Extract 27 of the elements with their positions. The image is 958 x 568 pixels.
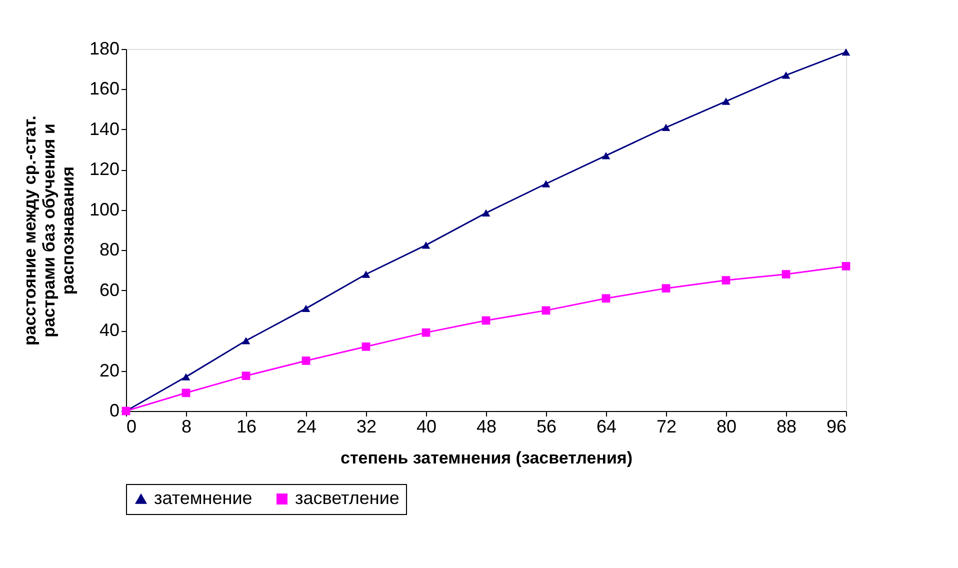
y-tick-label: 100 bbox=[89, 199, 120, 220]
x-tick-label: 32 bbox=[356, 416, 377, 436]
x-axis-title: степень затемнения (засветления) bbox=[340, 448, 632, 468]
y-tick-label: 60 bbox=[99, 280, 120, 300]
y-tick-label: 20 bbox=[99, 360, 120, 380]
x-tick-label: 96 bbox=[826, 416, 846, 436]
legend-label: затемнение bbox=[154, 488, 252, 508]
y-tick-label: 80 bbox=[99, 240, 120, 260]
x-tick-label: 0 bbox=[126, 416, 137, 436]
x-tick-label: 56 bbox=[536, 416, 557, 436]
x-tick-label: 80 bbox=[716, 416, 737, 436]
x-tick-label: 16 bbox=[236, 416, 257, 436]
y-tick-label: 160 bbox=[89, 78, 120, 99]
y-tick-label: 180 bbox=[89, 38, 120, 58]
y-tick-label: 140 bbox=[89, 118, 120, 139]
y-tick-label: 40 bbox=[99, 320, 120, 340]
x-tick-label: 48 bbox=[476, 416, 497, 436]
x-tick-label: 24 bbox=[296, 416, 317, 436]
y-axis-title: расстояние между ср.-стат. растрами баз обучения и распознавания bbox=[20, 116, 78, 346]
x-tick-label: 72 bbox=[656, 416, 677, 436]
x-tick-label: 64 bbox=[596, 416, 617, 436]
y-tick-label: 0 bbox=[109, 400, 120, 420]
y-tick-label: 120 bbox=[89, 159, 120, 180]
legend-label: засветление bbox=[295, 488, 400, 508]
x-tick-label: 40 bbox=[416, 416, 437, 436]
x-tick-label: 8 bbox=[181, 416, 192, 436]
x-tick-label: 88 bbox=[776, 416, 797, 436]
